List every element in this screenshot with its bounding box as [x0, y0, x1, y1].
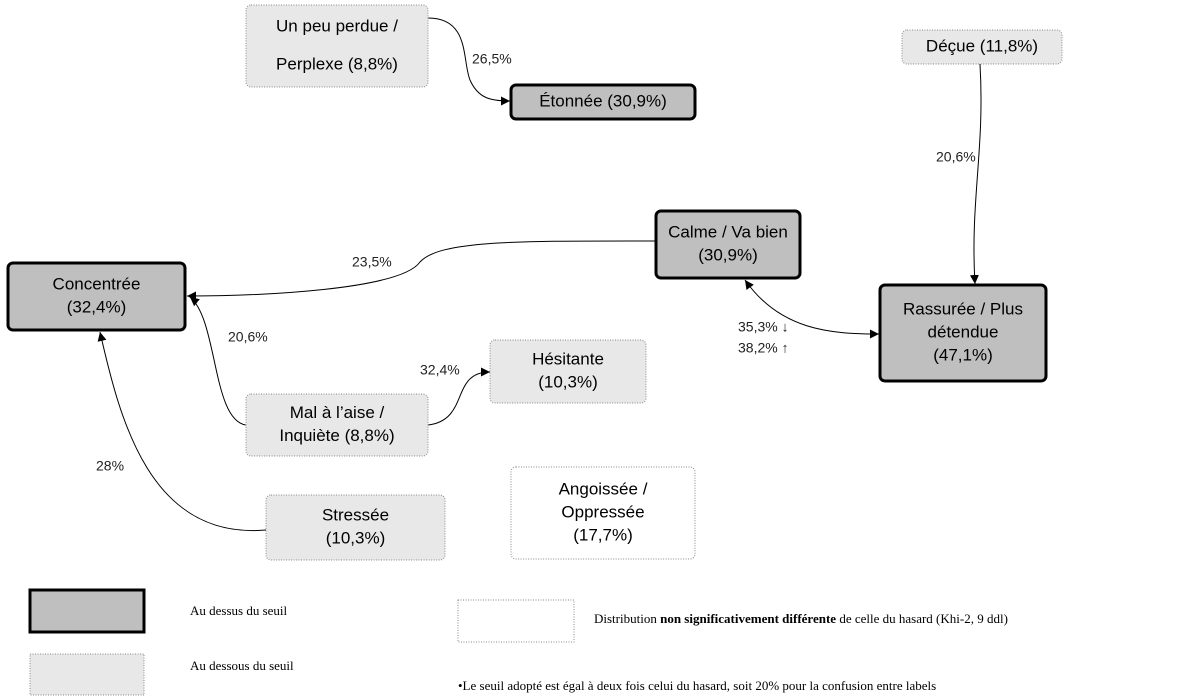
node-label: Rassurée / Plus: [903, 299, 1023, 318]
legend-swatch-above: [28, 588, 146, 634]
edge: [97, 331, 267, 532]
edge: [969, 63, 982, 285]
edge: [427, 17, 511, 106]
legend-random-text: Distribution: [594, 611, 660, 626]
nodes: Un peu perdue / Perplexe (8,8%) Étonnée (3…: [6, 4, 1063, 561]
node-label: Inquiète (8,8%): [279, 426, 394, 445]
edge-label: 32,4%: [420, 362, 460, 378]
edge-label: 35,3% ↓: [738, 319, 789, 335]
node-label: Concentrée: [53, 274, 141, 293]
edge-label: 38,2% ↑: [738, 340, 789, 356]
legend-swatch-below: [29, 653, 145, 696]
edge: [744, 279, 880, 339]
node-box: [901, 29, 1063, 65]
node-label: (32,4%): [67, 297, 127, 316]
node-label: Stressée: [322, 505, 389, 524]
edge: [427, 367, 491, 426]
legend-random: Distribution non significativement diffé…: [594, 611, 1008, 626]
node-label: Étonnée (30,9%): [539, 91, 667, 110]
legend-swatch-random: [457, 599, 575, 643]
node-label: Angoissée /: [559, 479, 648, 498]
edge-label: 23,5%: [352, 254, 392, 270]
node-label: Déçue (11,8%): [926, 36, 1038, 55]
legend-above: Au dessus du seuil: [190, 603, 288, 618]
node-box: [265, 494, 446, 561]
legend-random-text: de celle du hasard (Khi-2, 9 ddl): [836, 611, 1008, 626]
node-label: Un peu perdue /: [276, 16, 398, 35]
edges: [97, 17, 982, 532]
node-box: [654, 209, 802, 280]
node-box: [489, 339, 647, 404]
node-label: Perplexe (8,8%): [276, 54, 398, 73]
node-label: détendue: [928, 322, 999, 341]
node-box: [245, 4, 429, 88]
edge-label: 20,6%: [228, 329, 268, 345]
edge-label: 26,5%: [472, 51, 512, 67]
node-label: Hésitante: [532, 349, 604, 368]
node-box: [510, 466, 696, 560]
legend-note: •Le seuil adopté est égal à deux fois ce…: [458, 678, 936, 693]
node-label: (47,1%): [933, 345, 993, 364]
node-label: Mal à l’aise /: [290, 403, 385, 422]
legend-random-bold: non significativement différente: [660, 611, 836, 626]
edge-label: 20,6%: [936, 149, 976, 165]
node-label: Oppressée: [561, 502, 644, 521]
edge-label: 28%: [96, 458, 124, 474]
edge-labels: 26,5% 20,6% 23,5% 20,6% 32,4% 28% 35,3% ↓ 38,2%…: [96, 51, 976, 474]
node-label: (10,3%): [326, 528, 386, 547]
edge: [186, 240, 656, 301]
node-label: (10,3%): [538, 372, 598, 391]
node-label: (30,9%): [698, 245, 758, 264]
node-label: Calme / Va bien: [668, 222, 788, 241]
node-box: [509, 83, 697, 121]
node-box: [6, 261, 187, 332]
node-label: (17,7%): [573, 525, 633, 544]
legend-below: Au dessous du seuil: [190, 658, 294, 673]
node-box: [878, 283, 1048, 383]
legend: Au dessus du seuil Au dessous du seuil D…: [28, 588, 1008, 696]
node-box: [245, 393, 429, 457]
edge: [189, 296, 247, 426]
